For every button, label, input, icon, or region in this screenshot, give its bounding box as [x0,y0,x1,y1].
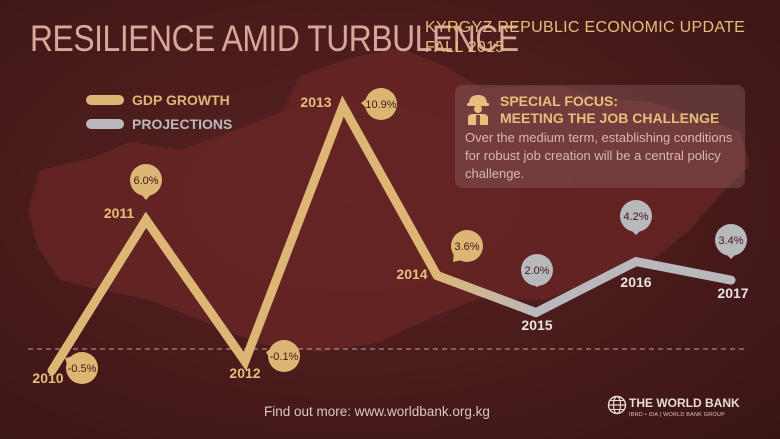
legend-label-gdp-growth: GDP GROWTH [132,92,230,108]
special-focus-title-line-2: MEETING THE JOB CHALLENGE [500,110,720,126]
series-line-gdp-growth [47,95,442,376]
legend-item-projections: PROJECTIONS [86,112,232,136]
world-bank-logo-name: THE WORLD BANK [629,396,740,410]
special-focus-title-line-1: SPECIAL FOCUS: [500,93,618,109]
data-label-2017: 3.4% [718,235,743,247]
world-bank-logo-subtitle: IBRD • IDA | WORLD BANK GROUP [629,412,725,418]
subtitle-line-2: FALL 2015 [425,39,505,56]
x-tick-label-2015: 2015 [521,317,552,333]
footer-link-text[interactable]: Find out more: www.worldbank.org.kg [264,404,490,419]
data-label-2012: -0.1% [270,351,299,363]
data-label-bubble-2015 [521,254,553,286]
special-focus-title: SPECIAL FOCUS: MEETING THE JOB CHALLENGE [500,93,719,127]
data-label-2014: 3.6% [454,241,479,253]
data-label-2015: 2.0% [524,265,549,277]
series-line-projections [531,256,736,318]
special-focus-box: SPECIAL FOCUS: MEETING THE JOB CHALLENGE… [455,85,745,188]
subtitle: KYRGYZ REPUBLIC ECONOMIC UPDATE FALL 201… [425,18,745,58]
data-label-bubble-2016 [620,200,652,232]
page-title: RESILIENCE AMID TURBULENCE [30,18,519,59]
legend-swatch-projections [86,119,124,129]
x-tick-label-2010: 2010 [32,370,63,386]
special-focus-text: Over the medium term, establishing condi… [465,130,733,181]
data-label-2010: -0.5% [68,363,97,375]
series-line-projection-transition [432,270,541,318]
world-bank-globe-icon [607,395,627,415]
data-label-2013: 10.9% [365,99,396,111]
data-label-bubble-2010 [66,352,98,384]
data-label-2011: 6.0% [133,175,158,187]
data-label-2016: 4.2% [623,211,648,223]
legend-swatch-gdp-growth [86,95,124,105]
legend: GDP GROWTH PROJECTIONS [86,88,232,136]
data-label-bubble-2013 [365,88,397,120]
x-tick-label-2011: 2011 [104,205,135,221]
legend-item-gdp-growth: GDP GROWTH [86,88,232,112]
x-tick-label-2013: 2013 [300,94,331,110]
subtitle-line-1: KYRGYZ REPUBLIC ECONOMIC UPDATE [425,19,746,36]
x-tick-label-2012: 2012 [229,365,260,381]
data-label-bubble-2011 [130,164,162,196]
x-tick-label-2014: 2014 [396,266,427,282]
legend-label-projections: PROJECTIONS [132,116,233,132]
data-label-bubble-2014 [451,230,483,262]
worker-icon [467,95,489,125]
x-tick-label-2017: 2017 [717,285,748,301]
data-label-bubble-2012 [268,340,300,372]
x-tick-label-2016: 2016 [620,274,651,290]
data-label-bubble-2017 [715,224,747,256]
